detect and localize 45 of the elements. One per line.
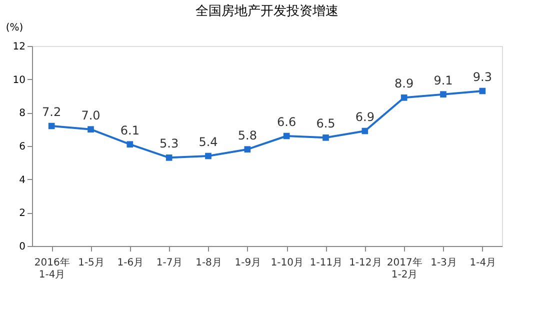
point bbox=[166, 154, 172, 161]
y-tick-label: 2 bbox=[19, 208, 26, 220]
data-label: 7.2 bbox=[42, 105, 62, 119]
data-label: 7.0 bbox=[81, 108, 100, 122]
y-tick-label: 6 bbox=[19, 142, 26, 152]
x-tick-label: 2016年 1-4月 bbox=[34, 256, 70, 280]
chart-title: 全国房地产开发投资增速 bbox=[196, 3, 338, 19]
data-label: 6.5 bbox=[316, 116, 336, 131]
x-tick-label: 1-8月 bbox=[196, 258, 222, 268]
x-tick-label: 1-4月 bbox=[470, 258, 496, 268]
point bbox=[244, 146, 251, 152]
y-tick-label: 10 bbox=[12, 74, 26, 86]
x-tick-label: 1-7月 bbox=[156, 258, 183, 268]
y-tick-label: 8 bbox=[19, 108, 26, 120]
x-tick-label: 1-10月 bbox=[270, 258, 304, 268]
data-label: 9.3 bbox=[472, 70, 492, 84]
point bbox=[440, 91, 446, 98]
point bbox=[283, 132, 290, 140]
point bbox=[48, 122, 55, 130]
x-tick-label: 1-11月 bbox=[310, 258, 343, 268]
point bbox=[322, 134, 329, 141]
data-label: 5.4 bbox=[198, 135, 218, 149]
y-tick-label: 12 bbox=[12, 42, 26, 52]
point bbox=[479, 88, 486, 94]
data-label: 5.3 bbox=[160, 136, 179, 151]
point bbox=[362, 128, 368, 134]
data-label: 6.1 bbox=[120, 123, 140, 138]
data-label: 5.8 bbox=[238, 128, 257, 142]
y-tick-label: 4 bbox=[19, 174, 26, 186]
data-label: 9.1 bbox=[434, 73, 453, 88]
data-label: 6.9 bbox=[355, 110, 374, 124]
y-tick-label: 0 bbox=[19, 242, 26, 252]
point bbox=[126, 141, 134, 148]
data-label: 6.6 bbox=[277, 115, 296, 129]
x-tick-label: 1-5月 bbox=[78, 258, 104, 268]
x-tick-label: 1-3月 bbox=[430, 258, 457, 268]
data-label: 8.9 bbox=[394, 76, 414, 91]
x-tick-label: 1-6月 bbox=[117, 258, 144, 268]
y-axis-title: (%) bbox=[6, 22, 24, 34]
point bbox=[400, 94, 408, 101]
point bbox=[88, 126, 94, 132]
point bbox=[205, 152, 212, 160]
x-tick-label: 1-9月 bbox=[234, 258, 262, 268]
x-tick-label: 1-12月 bbox=[349, 258, 382, 268]
x-tick-label: 2017年 1-2月 bbox=[386, 256, 422, 280]
